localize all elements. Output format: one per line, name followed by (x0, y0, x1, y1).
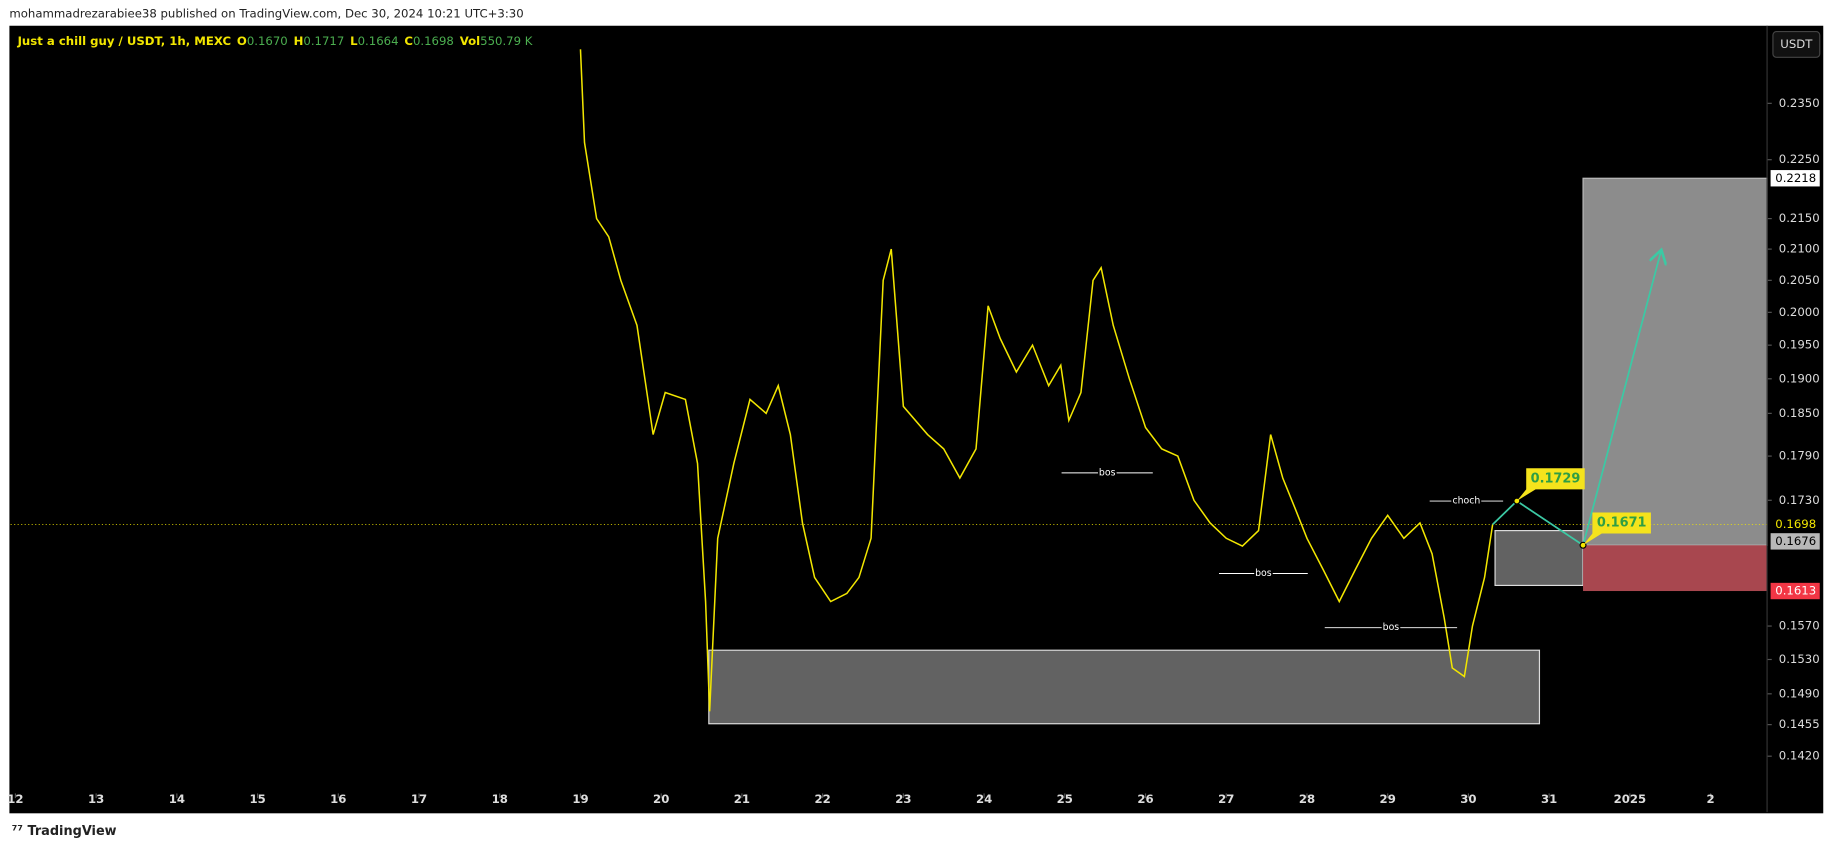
zone (708, 649, 1541, 725)
y-tick-label: 0.2250 (1779, 152, 1820, 166)
y-tick-label: 0.2350 (1779, 96, 1820, 110)
ohlc-key: Vol (460, 33, 480, 47)
level-label: bos (1099, 467, 1116, 478)
price-tag-label: 0.1676 (1775, 534, 1816, 548)
ohlc-key: L (350, 33, 358, 47)
price-tag-label: 0.1613 (1775, 584, 1816, 598)
x-tick-label: 13 (88, 792, 104, 806)
ohlc-value: 0.1670 (247, 33, 288, 47)
x-tick-label: 26 (1137, 792, 1153, 806)
ohlc-key: O (237, 33, 247, 47)
x-tick-label: 19 (572, 792, 588, 806)
x-tick-label: 17 (411, 792, 427, 806)
x-tick-label: 25 (1057, 792, 1073, 806)
zone (1494, 530, 1584, 587)
price-tag (1770, 533, 1820, 550)
projection (1492, 250, 1662, 547)
publisher: mohammadrezarabiee38 published on Tradin… (9, 7, 523, 21)
y-tick-label: 0.1420 (1779, 749, 1820, 763)
currency-label[interactable]: USDT (1780, 37, 1813, 51)
footer-brand: ⁷⁷ TradingView (12, 823, 117, 838)
price-tag-label: 0.2218 (1775, 171, 1816, 185)
y-tick-label: 0.1850 (1779, 406, 1820, 420)
x-tick-label: 28 (1299, 792, 1315, 806)
callout-label: 0.1671 (1597, 516, 1647, 531)
x-tick-label: 30 (1460, 792, 1476, 806)
y-tick-label: 0.1950 (1779, 338, 1820, 352)
profit-area (1582, 177, 1768, 546)
x-tick-label: 22 (815, 792, 831, 806)
x-tick-label: 2 (1707, 792, 1715, 806)
callout-box (1583, 512, 1651, 546)
x-tick-label: 21 (734, 792, 750, 806)
x-tick-label: 2025 (1614, 792, 1647, 806)
brand: TradingView (27, 823, 116, 838)
x-tick-label: 12 (7, 792, 23, 806)
level-label: bos (1255, 568, 1272, 579)
loss-area (1583, 545, 1768, 592)
level-label: choch (1452, 496, 1480, 507)
y-tick-label: 0.2100 (1779, 242, 1820, 256)
y-tick-label: 0.2050 (1779, 273, 1820, 287)
price-tag (1770, 582, 1820, 600)
price-line (579, 49, 1494, 712)
y-tick-label: 0.1900 (1779, 371, 1820, 385)
callout-box (1516, 468, 1585, 502)
y-tick-label: 0.2000 (1779, 305, 1820, 319)
ohlc-value: 550.79 K (480, 33, 533, 47)
y-tick-label: 0.1730 (1779, 493, 1820, 507)
price-tag (1770, 170, 1820, 187)
ohlc-key: H (294, 33, 304, 47)
x-tick-label: 31 (1541, 792, 1557, 806)
plot: bosbosboschoch0.17290.16710.22180.169808… (10, 49, 1820, 725)
y-tick-label: 0.1570 (1779, 619, 1820, 633)
y-tick-label: 0.1530 (1779, 652, 1820, 666)
ohlc-key: C (404, 33, 413, 47)
y-tick-label: 0.1490 (1779, 686, 1820, 700)
legend: Just a chill guy / USDT, 1h, MEXC O0.1670… (17, 33, 533, 47)
ohlc-value: 0.1698 (413, 33, 454, 47)
x-tick-label: 14 (169, 792, 185, 806)
y-tick-label: 0.1790 (1779, 449, 1820, 463)
ohlc-value: 0.1717 (303, 33, 344, 47)
ohlc-value: 0.1664 (358, 33, 399, 47)
x-tick-label: 27 (1218, 792, 1234, 806)
price-tag-label: 0.1698 (1775, 517, 1816, 531)
symbol: Just a chill guy / USDT, 1h, MEXC (17, 33, 231, 47)
x-tick-label: 20 (653, 792, 669, 806)
callout-label: 0.1729 (1531, 471, 1581, 486)
currency-button[interactable] (1772, 31, 1821, 58)
x-tick-label: 16 (330, 792, 346, 806)
x-tick-label: 23 (895, 792, 911, 806)
y-tick-label: 0.2150 (1779, 211, 1820, 225)
level-label: bos (1383, 622, 1400, 633)
x-tick-label: 24 (976, 792, 992, 806)
x-tick-label: 15 (249, 792, 265, 806)
x-tick-label: 18 (492, 792, 508, 806)
x-tick-label: 29 (1380, 792, 1396, 806)
y-tick-label: 0.1455 (1779, 717, 1820, 731)
